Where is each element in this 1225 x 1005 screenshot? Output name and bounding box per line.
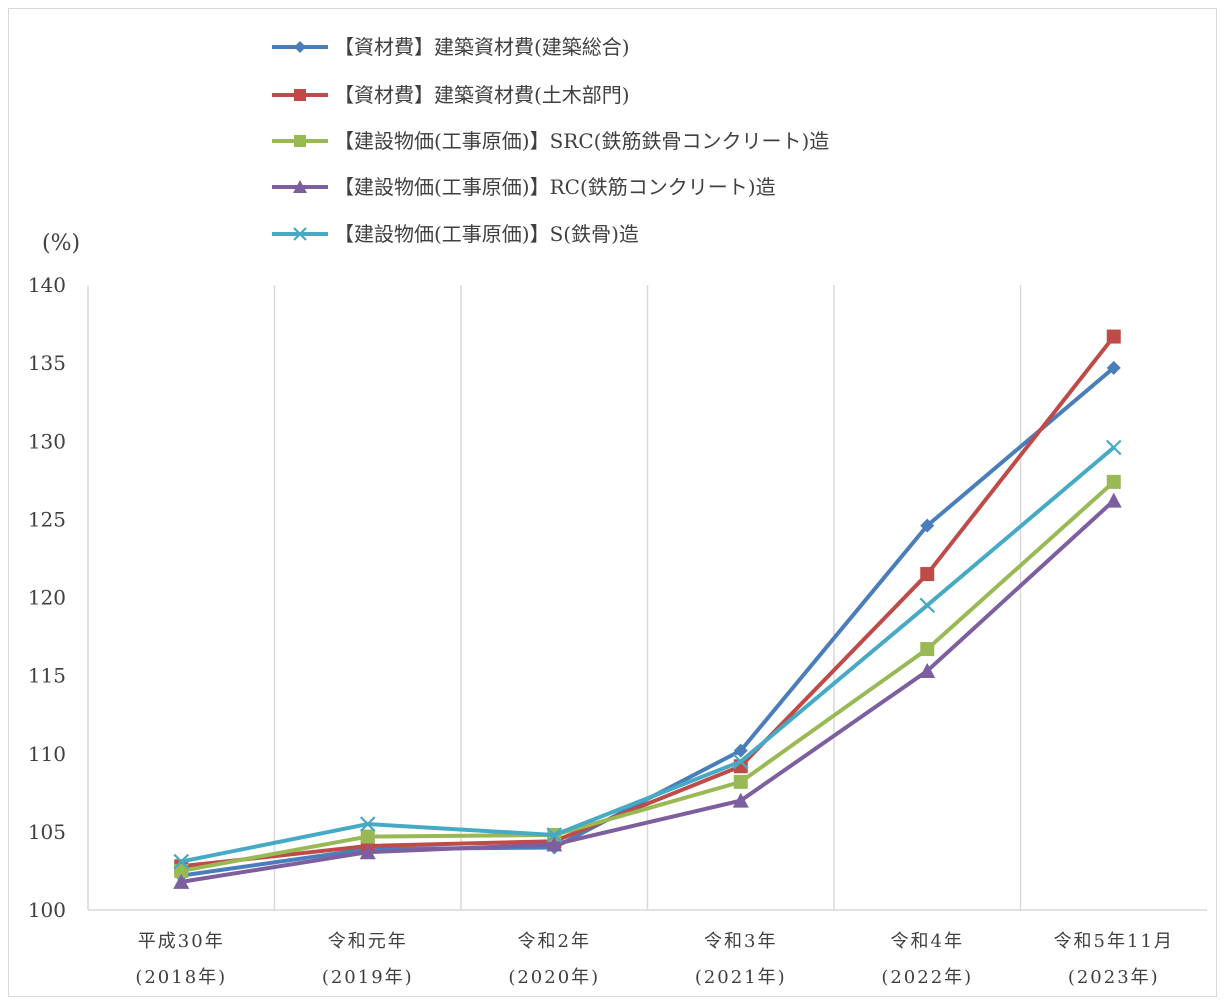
chart-legend: 【資材費】建築資材費(建築総合) 【資材費】建築資材費(土木部門) 【建設物価(工事… (272, 35, 829, 246)
x-axis: 平成30年 (2018年) 令和元年 (2019年) 令和2年 (2020年) 令和3年 (2… (135, 931, 1174, 988)
x-tick-label: (2019年) (322, 967, 414, 988)
x-tick-label: (2020年) (508, 967, 600, 988)
data-point-marker (359, 844, 376, 860)
data-point-marker (919, 662, 936, 678)
legend-label: 【資材費】建築資材費(建築総合) (334, 35, 630, 59)
series-line (180, 445, 1116, 864)
x-tick-label: 令和3年 (704, 931, 777, 952)
data-point-marker (1106, 474, 1121, 489)
x-tick-label: 令和2年 (518, 931, 591, 952)
legend-label: 【建設物価(工事原価)】RC(鉄筋コンクリート)造 (334, 175, 776, 199)
series-line (181, 335, 1116, 869)
data-point-marker (546, 836, 563, 852)
y-tick-label: 130 (28, 429, 66, 453)
data-point-marker (360, 829, 375, 844)
y-tick-label: 135 (28, 351, 66, 375)
x-tick-label: 令和元年 (328, 931, 408, 952)
y-tick-label: 105 (28, 820, 66, 844)
data-point-marker (919, 597, 936, 614)
data-point-marker (359, 816, 376, 832)
legend-item: 【建設物価(工事原価)】RC(鉄筋コンクリート)造 (272, 175, 776, 199)
data-point-marker (1106, 329, 1121, 344)
plot-area (173, 329, 1122, 889)
legend-item: 【建設物価(工事原価)】S(鉄骨)造 (272, 222, 639, 246)
x-tick-label: 平成30年 (138, 931, 225, 952)
data-point-marker (294, 89, 306, 101)
series-line (180, 499, 1116, 884)
series-3 (174, 474, 1121, 878)
x-tick-label: 令和4年 (891, 931, 964, 952)
data-point-marker (733, 743, 748, 758)
legend-label: 【建設物価(工事原価)】SRC(鉄筋鉄骨コンクリート)造 (334, 129, 829, 153)
data-point-marker (1105, 492, 1122, 508)
y-axis: 100 105 110 115 120 125 130 135 140 (28, 273, 66, 922)
legend-item: 【資材費】建築資材費(建築総合) (272, 35, 630, 59)
data-point-marker (920, 567, 935, 582)
y-tick-label: 120 (28, 586, 66, 610)
x-tick-label: (2021年) (695, 967, 787, 988)
y-tick-label: 140 (28, 273, 66, 297)
data-point-marker (294, 41, 306, 53)
series-5 (173, 439, 1122, 870)
data-point-marker (732, 753, 749, 770)
data-point-marker (294, 135, 306, 147)
y-tick-label: 100 (28, 898, 66, 922)
legend-item: 【資材費】建築資材費(土木部門) (272, 83, 630, 107)
x-tick-label: 令和5年11月 (1054, 931, 1174, 952)
y-axis-unit-label: (%) (42, 231, 80, 256)
data-point-marker (920, 518, 935, 533)
data-point-marker (920, 642, 935, 657)
chart-grid (87, 285, 1207, 911)
x-tick-label: (2022年) (881, 967, 973, 988)
legend-item: 【建設物価(工事原価)】SRC(鉄筋鉄骨コンクリート)造 (272, 129, 829, 153)
series-line (180, 480, 1116, 873)
y-tick-label: 125 (28, 507, 66, 531)
data-point-marker (546, 827, 563, 843)
chart-frame (8, 8, 1217, 997)
legend-label: 【資材費】建築資材費(土木部門) (334, 83, 630, 107)
data-point-marker (1106, 360, 1121, 375)
series-4 (173, 492, 1122, 889)
legend-label: 【建設物価(工事原価)】S(鉄骨)造 (334, 222, 639, 246)
y-tick-label: 115 (28, 664, 66, 688)
x-tick-label: (2023年) (1068, 967, 1160, 988)
x-tick-label: (2018年) (135, 967, 227, 988)
data-point-marker (293, 227, 307, 241)
y-tick-label: 110 (28, 742, 66, 766)
data-point-marker (293, 180, 307, 193)
data-point-marker (174, 863, 189, 878)
data-point-marker (732, 792, 749, 808)
data-point-marker (733, 774, 748, 789)
data-point-marker (173, 853, 190, 870)
data-point-marker (173, 873, 190, 889)
data-point-marker (1105, 439, 1122, 456)
